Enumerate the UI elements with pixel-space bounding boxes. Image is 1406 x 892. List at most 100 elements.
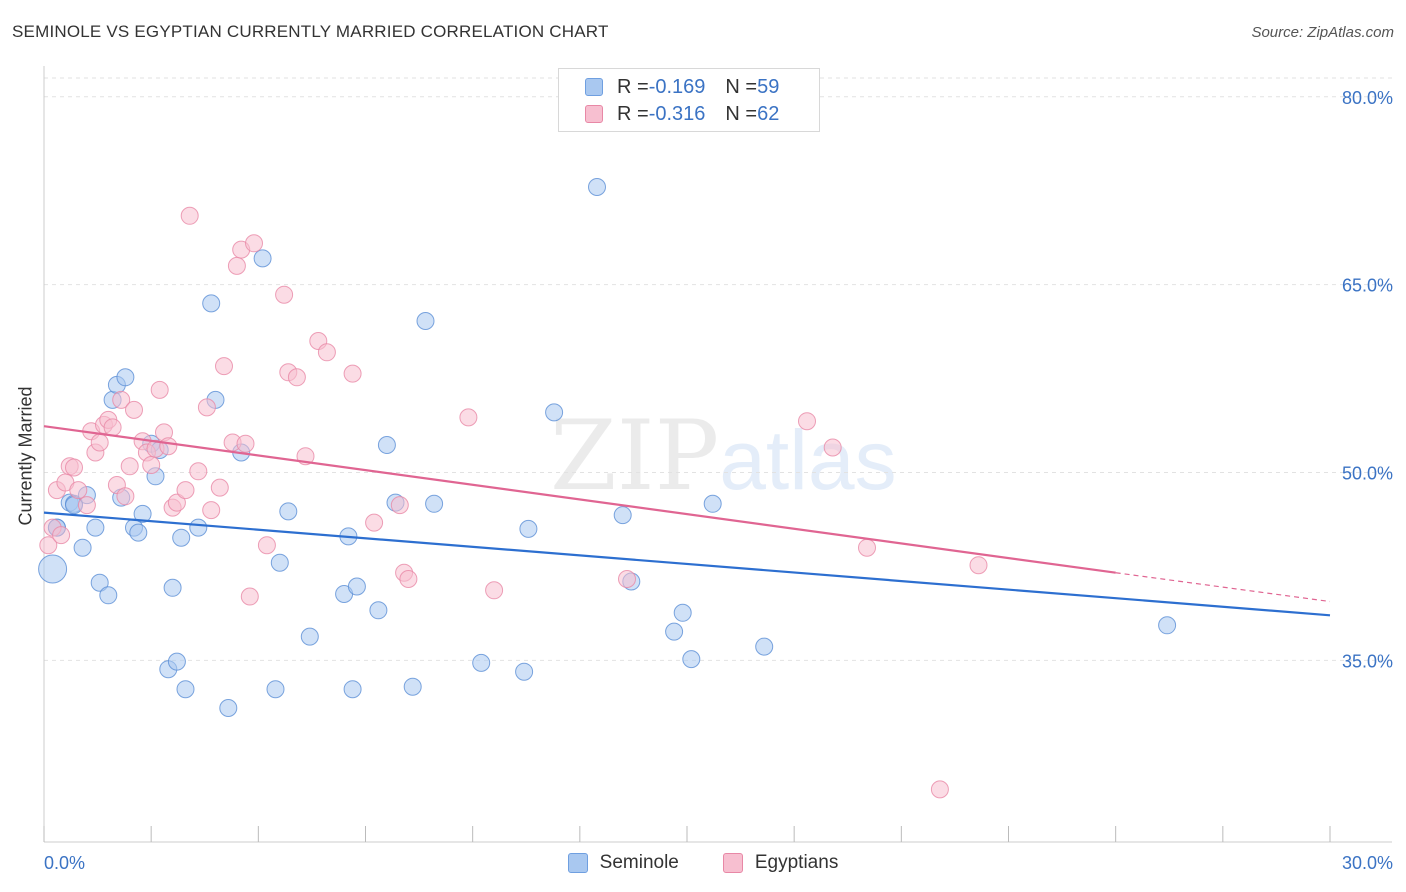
seminole-point [90, 573, 109, 592]
x-tick-label: 30.0% [1342, 853, 1393, 873]
egyptians-point [798, 412, 816, 431]
legend: R = -0.169 N = 59 R = -0.316 N = 62 [558, 68, 820, 132]
egyptians-trend-line [43, 425, 1116, 574]
egyptians-point [197, 398, 216, 417]
seminole-point [133, 504, 152, 523]
egyptians-trend-extension [1115, 572, 1331, 603]
chart-title: SEMINOLE VS EGYPTIAN CURRENTLY MARRIED C… [12, 22, 609, 41]
egyptians-point [167, 493, 186, 512]
seminole-point [519, 519, 538, 538]
egyptians-point [618, 570, 636, 588]
seminole-point [253, 249, 272, 268]
egyptians-point [930, 780, 949, 799]
seminole-point [755, 637, 774, 656]
legend-r-label: R = [617, 75, 649, 98]
egyptians-point [317, 343, 336, 362]
seminole-point [377, 436, 396, 454]
legend-r-value: -0.169 [648, 75, 706, 98]
seminole-point [515, 662, 534, 681]
legend-row-seminole: R = -0.169 N = 59 [585, 74, 779, 100]
bottom-legend-egyptians: Egyptians [722, 852, 839, 874]
seminole-point [343, 680, 362, 699]
legend-n-label: N = [725, 75, 758, 98]
watermark: ZIPatlas [550, 400, 897, 512]
egyptians-point [399, 570, 418, 588]
seminole-point [279, 502, 298, 521]
egyptians-point [215, 357, 233, 376]
seminole-point [202, 294, 221, 313]
egyptians-point [365, 513, 384, 532]
seminole-point [219, 699, 238, 717]
egyptians-point [485, 581, 504, 600]
seminole-point [300, 627, 319, 646]
seminole-point [545, 403, 564, 422]
egyptians-point [390, 496, 409, 515]
seminole-point [703, 494, 722, 513]
y-tick-label: 80.0% [1342, 88, 1393, 108]
seminole-point [189, 518, 208, 537]
seminole-point [99, 586, 118, 605]
egyptians-point [210, 478, 229, 497]
seminole-point [73, 538, 92, 557]
egyptians-point [150, 380, 169, 399]
legend-row-egyptians: R = -0.316 N = 62 [585, 101, 779, 127]
egyptians-point [52, 526, 71, 545]
egyptians-point [112, 390, 131, 409]
seminole-point [167, 652, 186, 671]
source-label: Source: ZipAtlas.com [1251, 24, 1394, 41]
egyptians-point [189, 462, 208, 481]
egyptians-point [236, 434, 255, 453]
y-tick-label: 50.0% [1342, 464, 1393, 484]
seminole-point [665, 622, 684, 641]
seminole-point [86, 518, 105, 537]
egyptians-point [202, 501, 221, 520]
bottom-legend-seminole: Seminole [567, 852, 679, 874]
seminole-point [369, 601, 388, 620]
egyptians-point [159, 437, 178, 456]
egyptians-point [90, 433, 109, 452]
egyptians-point [823, 438, 842, 457]
seminole-point [116, 368, 135, 387]
egyptians-point [142, 456, 161, 474]
seminole-point [425, 494, 444, 513]
egyptians-point [39, 536, 58, 555]
x-tick-label: 0.0% [44, 853, 85, 873]
egyptians-point [240, 587, 259, 606]
bottom-legend: Seminole Egyptians [0, 852, 1406, 874]
seminole-point [163, 578, 182, 597]
seminole-point [38, 554, 68, 584]
legend-r-value: -0.316 [648, 102, 706, 125]
egyptians-point [257, 536, 276, 555]
egyptians-point [275, 285, 294, 304]
egyptians-point [176, 481, 195, 500]
legend-n-value: 62 [757, 102, 780, 125]
bottom-legend-label: Egyptians [754, 852, 839, 873]
seminole-point [1158, 616, 1177, 635]
egyptians-point [287, 368, 306, 387]
seminole-point [172, 528, 191, 547]
seminole-point [472, 653, 491, 672]
bottom-legend-label: Seminole [599, 852, 679, 873]
y-tick-label: 65.0% [1342, 276, 1393, 296]
egyptians-point [180, 206, 199, 225]
egyptians-point [125, 400, 143, 419]
seminole-point [416, 312, 435, 330]
seminole-point [270, 553, 289, 572]
legend-swatch-seminole [585, 78, 603, 96]
egyptians-point [69, 481, 88, 500]
egyptians-point [77, 496, 96, 515]
legend-n-value: 59 [757, 75, 780, 98]
egyptians-point [245, 234, 263, 253]
seminole-point [682, 650, 701, 669]
egyptians-point [858, 538, 876, 557]
egyptians-point [459, 408, 478, 427]
legend-n-label: N = [725, 102, 758, 125]
egyptians-point [120, 457, 139, 476]
seminole-point [176, 680, 195, 699]
egyptians-point [969, 556, 988, 575]
egyptians-point [227, 256, 246, 275]
seminole-point [129, 523, 148, 542]
bottom-legend-swatch-egyptians [722, 853, 743, 873]
seminole-point [403, 677, 422, 696]
legend-swatch-egyptians [585, 105, 603, 123]
